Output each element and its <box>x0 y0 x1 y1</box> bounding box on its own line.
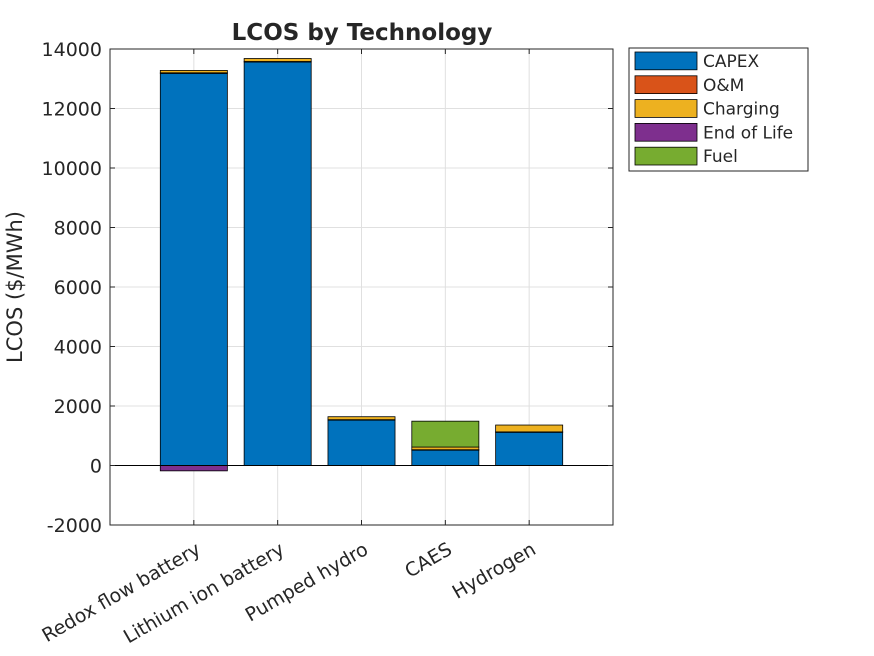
legend-swatch <box>634 51 698 71</box>
legend-swatch <box>634 75 698 95</box>
legend: CAPEX O&M Charging End of Life Fuel <box>628 47 809 172</box>
bar-segment <box>411 449 480 466</box>
legend-label: Fuel <box>703 147 738 167</box>
y-tick-label: -2000 <box>47 515 102 537</box>
bar-segment <box>411 420 480 448</box>
legend-label: CAPEX <box>703 52 759 72</box>
chart-title: LCOS by Technology <box>232 20 493 46</box>
legend-swatch <box>634 146 698 166</box>
legend-label: O&M <box>703 76 744 96</box>
y-axis-label: LCOS ($/MWh) <box>3 211 27 363</box>
y-tick-label: 0 <box>90 456 102 478</box>
bar-segment <box>243 61 312 466</box>
bar-segment <box>159 465 228 472</box>
bar-segment <box>411 446 480 451</box>
bar-segment <box>243 58 312 62</box>
bar-segment <box>159 70 228 74</box>
legend-swatch <box>634 123 698 142</box>
bar-segment <box>327 419 396 466</box>
bar-segment <box>159 72 228 466</box>
y-tick-label: 14000 <box>42 39 102 61</box>
bar-segment <box>495 431 564 466</box>
y-tick-label: 8000 <box>54 218 102 240</box>
legend-swatch <box>634 99 698 118</box>
y-tick-label: 6000 <box>54 277 102 299</box>
y-tick-label: 10000 <box>42 158 102 180</box>
bar-segment <box>495 424 564 433</box>
bar-segment <box>327 416 396 421</box>
y-tick-label: 12000 <box>42 99 102 121</box>
bars <box>110 58 613 472</box>
legend-label: End of Life <box>703 123 793 143</box>
y-tick-label: 4000 <box>54 337 102 359</box>
y-tick-label: 2000 <box>54 396 102 418</box>
legend-label: Charging <box>703 100 780 120</box>
